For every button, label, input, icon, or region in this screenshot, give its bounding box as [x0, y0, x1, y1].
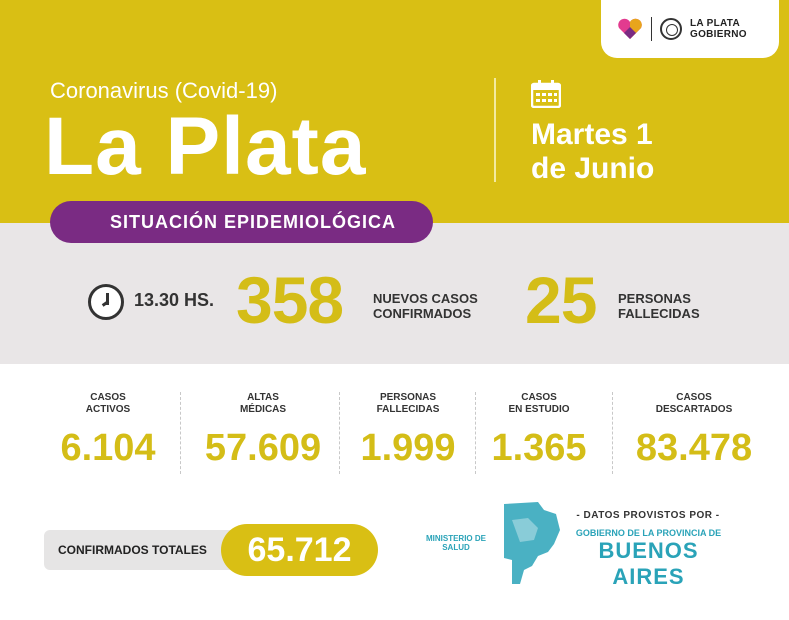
stat-label-1: CASOS	[521, 392, 557, 403]
la-plata-logo: LA PLATA GOBIERNO	[601, 0, 779, 58]
stat-divider	[180, 392, 181, 474]
stat-value: 83.478	[635, 427, 753, 469]
deaths-label: PERSONAS FALLECIDAS	[618, 291, 700, 321]
stat-value: 1.999	[360, 427, 456, 469]
stat-label-2: FALLECIDAS	[376, 404, 440, 415]
logo-line-1: LA PLATA	[690, 18, 740, 29]
buenos-aires-label: BUENOS AIRES	[598, 538, 699, 589]
clock-icon	[88, 284, 124, 320]
situation-label: SITUACIÓN EPIDEMIOLÓGICA	[50, 201, 433, 243]
stat-divider	[475, 392, 476, 474]
stat-medical-discharges: ALTAS MÉDICAS 57.609	[193, 392, 333, 470]
stat-active-cases: CASOS ACTIVOS 6.104	[38, 392, 178, 470]
new-cases-value: 358	[236, 263, 344, 337]
stat-label: CASOS ACTIVOS	[38, 392, 178, 418]
stat-label-2: MÉDICAS	[239, 404, 287, 415]
header-divider	[494, 78, 496, 182]
date-line-2: de Junio	[531, 152, 655, 185]
stat-value: 57.609	[204, 427, 322, 469]
page-title: La Plata	[44, 101, 367, 192]
calendar-icon	[531, 80, 561, 108]
ministerio-line-1: MINISTERIO DE	[425, 534, 486, 543]
total-confirmed-value: 65.712	[221, 524, 378, 576]
stat-label: ALTAS MÉDICAS	[193, 392, 333, 418]
stat-label: PERSONAS FALLECIDAS	[338, 392, 478, 418]
stat-value: 6.104	[60, 427, 156, 469]
daily-band	[0, 223, 789, 364]
report-time: 13.30 HS.	[134, 290, 215, 310]
province-map-icon	[504, 502, 560, 584]
new-cases-label-2: CONFIRMADOS	[373, 306, 472, 321]
deaths-label-1: PERSONAS	[618, 291, 691, 306]
logo-line-2: GOBIERNO	[690, 29, 747, 40]
logo-text: LA PLATA GOBIERNO	[690, 18, 747, 40]
date-line-1: Martes 1	[531, 118, 653, 151]
deaths-value: 25	[525, 263, 597, 337]
stat-label-2: DESCARTADOS	[655, 404, 733, 415]
stat-label: CASOS DESCARTADOS	[624, 392, 764, 418]
new-cases-label-1: NUEVOS CASOS	[373, 291, 478, 306]
stat-label: CASOS EN ESTUDIO	[469, 392, 609, 418]
stat-label-1: CASOS	[676, 392, 712, 403]
heart-logo-icon	[618, 18, 642, 39]
subtitle: Coronavirus (Covid-19)	[50, 78, 278, 103]
stats-area	[0, 364, 789, 620]
logo-divider	[651, 17, 652, 41]
stat-total-deaths: PERSONAS FALLECIDAS 1.999	[338, 392, 478, 470]
stat-label-1: PERSONAS	[379, 392, 437, 403]
stat-label-2: EN ESTUDIO	[508, 404, 570, 415]
report-date: Martes 1 de Junio	[531, 118, 654, 186]
stat-cases-under-study: CASOS EN ESTUDIO 1.365	[469, 392, 609, 470]
new-cases-label: NUEVOS CASOS CONFIRMADOS	[373, 291, 478, 321]
stat-value: 1.365	[491, 427, 587, 469]
province-government-label: GOBIERNO DE LA PROVINCIA DE	[575, 528, 722, 538]
stat-label-1: CASOS	[90, 392, 126, 403]
data-source-label: - DATOS PROVISTOS POR -	[576, 510, 720, 521]
deaths-label-2: FALLECIDAS	[618, 306, 700, 321]
ministerio-salud-logo: MINISTERIO DE SALUD	[420, 534, 492, 552]
stat-discarded-cases: CASOS DESCARTADOS 83.478	[624, 392, 764, 470]
stat-label-1: ALTAS	[247, 392, 279, 403]
stat-divider	[612, 392, 613, 474]
seal-icon	[660, 18, 682, 40]
stat-divider	[339, 392, 340, 474]
stat-label-2: ACTIVOS	[85, 404, 131, 415]
ministerio-line-2: SALUD	[442, 543, 470, 552]
